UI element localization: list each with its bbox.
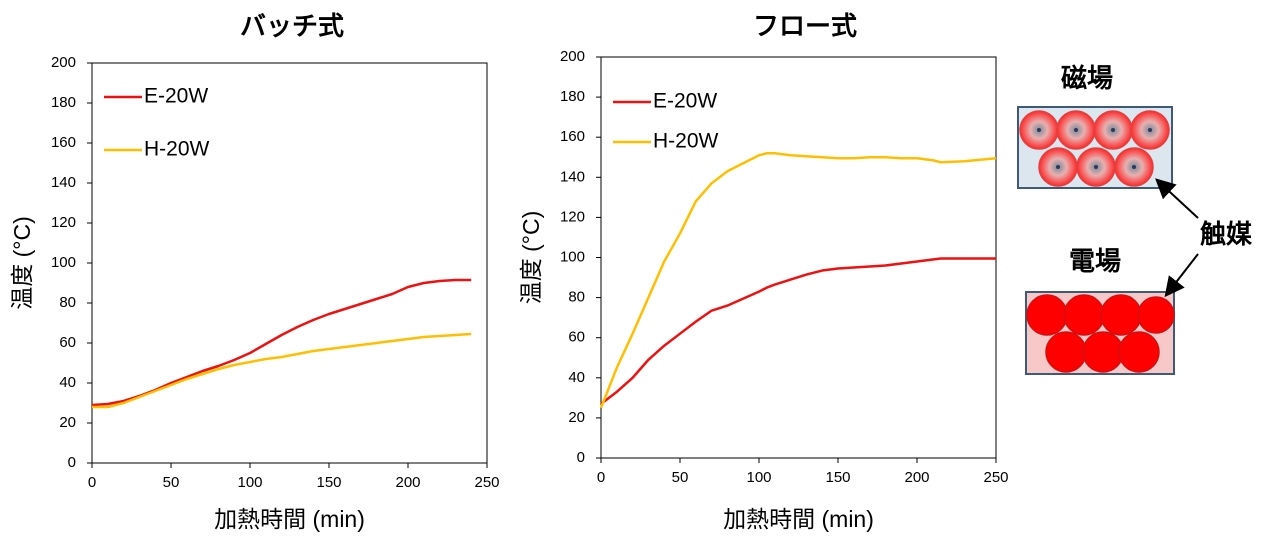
data-line xyxy=(601,259,996,404)
y-tick-label: 180 xyxy=(560,88,585,105)
y-tick-label: 160 xyxy=(560,128,585,145)
x-axis-label: 加熱時間 (min) xyxy=(723,506,874,532)
x-tick-label: 150 xyxy=(825,469,850,486)
y-tick-label: 20 xyxy=(59,414,76,431)
x-tick-label: 150 xyxy=(316,474,341,491)
y-tick-label: 140 xyxy=(51,174,76,191)
y-tick-label: 200 xyxy=(560,48,585,65)
chart-title: バッチ式 xyxy=(240,11,344,41)
x-tick-label: 100 xyxy=(746,469,771,486)
arrow xyxy=(1158,181,1198,218)
x-tick-label: 250 xyxy=(474,474,499,491)
y-tick-label: 60 xyxy=(568,329,585,346)
x-tick-label: 200 xyxy=(395,474,420,491)
figure: 磁場 電場 触媒 バッチ式加熱時間 (min) 温度 (°C) 0 20 40 60 80 1… xyxy=(0,0,1261,539)
x-tick-label: 50 xyxy=(163,474,180,491)
y-tick-label: 120 xyxy=(560,208,585,225)
y-tick-label: 40 xyxy=(59,374,76,391)
x-tick-label: 0 xyxy=(88,474,96,491)
y-axis-label: 温度 (°C) xyxy=(518,211,544,305)
chart-title: フロー式 xyxy=(753,11,857,41)
legend-label: E-20W xyxy=(144,85,208,108)
y-tick-label: 160 xyxy=(51,134,76,151)
y-tick-label: 40 xyxy=(568,369,585,386)
magnetic-label: 磁場 xyxy=(1061,63,1113,93)
x-tick-label: 50 xyxy=(672,469,689,486)
x-tick-label: 200 xyxy=(904,469,929,486)
diagram: 磁場 電場 触媒 xyxy=(1018,63,1253,374)
legend-label: E-20W xyxy=(653,90,717,113)
y-tick-label: 100 xyxy=(560,248,585,265)
y-tick-label: 0 xyxy=(68,454,76,471)
y-tick-label: 200 xyxy=(51,54,76,71)
y-tick-label: 120 xyxy=(51,214,76,231)
y-tick-label: 0 xyxy=(577,449,585,466)
plot-frame xyxy=(92,63,487,463)
data-line xyxy=(92,334,471,407)
y-axis-label: 温度 (°C) xyxy=(9,216,35,310)
y-tick-label: 80 xyxy=(568,289,585,306)
catalyst-label: 触媒 xyxy=(1200,219,1253,249)
y-tick-label: 60 xyxy=(59,334,76,351)
y-tick-label: 100 xyxy=(51,254,76,271)
x-tick-label: 250 xyxy=(983,469,1008,486)
legend-label: H-20W xyxy=(653,130,719,153)
y-tick-label: 20 xyxy=(568,409,585,426)
electric-label: 電場 xyxy=(1069,246,1121,276)
legend-label: H-20W xyxy=(144,138,210,161)
arrow xyxy=(1167,254,1198,294)
plot-frame xyxy=(601,57,996,458)
data-line xyxy=(92,280,471,405)
x-tick-label: 0 xyxy=(597,469,605,486)
y-tick-label: 180 xyxy=(51,94,76,111)
data-line xyxy=(601,153,996,408)
x-axis-label: 加熱時間 (min) xyxy=(214,506,365,532)
x-tick-label: 100 xyxy=(237,474,262,491)
y-tick-label: 140 xyxy=(560,168,585,185)
y-tick-label: 80 xyxy=(59,294,76,311)
